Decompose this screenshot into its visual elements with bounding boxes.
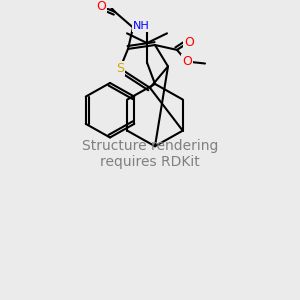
Text: Structure rendering
requires RDKit: Structure rendering requires RDKit <box>82 139 218 169</box>
Text: S: S <box>116 62 124 75</box>
Text: O: O <box>96 0 106 13</box>
Text: O: O <box>184 36 194 49</box>
Text: NH: NH <box>133 21 149 31</box>
Text: O: O <box>182 55 192 68</box>
